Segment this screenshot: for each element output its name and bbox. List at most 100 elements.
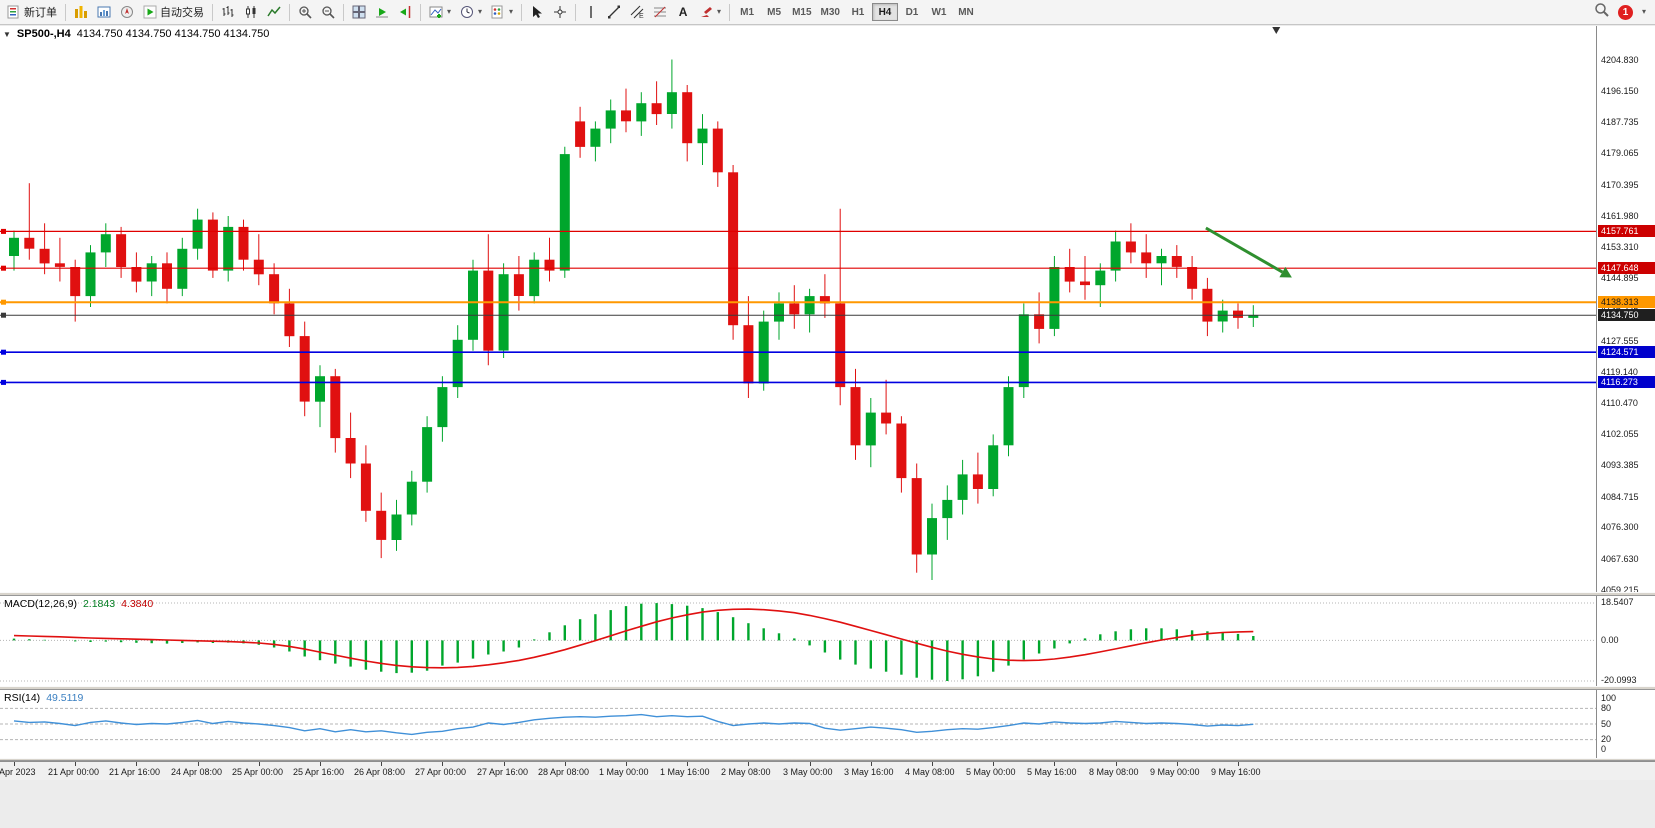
panel-splitter[interactable] [0,592,1655,596]
data-window-icon [97,5,111,19]
time-axis-label: 27 Apr 16:00 [477,767,529,777]
price-tag: 4134.750 [1598,309,1655,321]
equidistant-channel-button[interactable]: E [626,2,648,23]
candlestick-chart[interactable] [0,26,1596,592]
dropdown-arrow-icon: ▾ [509,7,514,16]
text-tool-button[interactable]: A [672,2,694,23]
crosshair-icon [553,5,567,19]
time-axis-tick [198,762,199,766]
time-axis-tick [565,762,566,766]
auto-trading-button[interactable]: 自动交易 [139,2,208,23]
crosshair-button[interactable] [549,2,571,23]
new-order-button[interactable]: 新订单 [3,2,61,23]
navigator-icon [120,5,134,19]
time-axis[interactable]: 20 Apr 2023 21 Apr 00:00 21 Apr 16:00 24 Ap… [0,761,1655,781]
toolbar-right: 1 ▾ [1594,2,1652,23]
line-chart-button[interactable] [263,2,285,23]
time-axis-tick [810,762,811,766]
collapse-arrow-icon[interactable]: ▼ [3,29,11,39]
timeframe-m1-button[interactable]: M1 [734,3,760,21]
time-axis-tick [504,762,505,766]
toolbar-separator [212,3,213,21]
timeframe-m30-button[interactable]: M30 [817,3,844,21]
tile-windows-button[interactable] [348,2,370,23]
templates-icon [491,5,505,19]
navigator-button[interactable] [116,2,138,23]
templates-button[interactable]: ▾ [487,2,517,23]
panel-splitter[interactable] [0,758,1655,761]
macd-pane: 18.5407 0.00 -20.0993 MACD(12,26,9) 2.1843… [0,596,1655,686]
time-axis-label: 27 Apr 00:00 [415,767,467,777]
price-scale-label: 4170.395 [1601,180,1639,190]
price-scale-label: 4110.470 [1601,398,1638,408]
chart-shift-button[interactable] [394,2,416,23]
dropdown-arrow-icon: ▾ [447,7,452,16]
rsi-chart[interactable] [0,690,1596,758]
time-axis-tick [993,762,994,766]
time-axis-tick [1177,762,1178,766]
svg-text:E: E [639,13,644,19]
rsi-scale-label: 0 [1601,744,1607,754]
periods-button[interactable]: ▾ [456,2,486,23]
data-window-button[interactable] [93,2,115,23]
auto-scroll-button[interactable] [371,2,393,23]
timeframe-m5-button[interactable]: M5 [761,3,787,21]
price-scale-label: 4076.300 [1601,522,1639,532]
dropdown-arrow-icon: ▾ [717,7,722,16]
macd-chart[interactable] [0,596,1596,686]
panel-splitter[interactable] [0,686,1655,690]
market-watch-button[interactable] [70,2,92,23]
toolbar-overflow-icon[interactable]: ▾ [1641,7,1646,16]
price-scale-label: 4119.140 [1601,367,1638,377]
time-axis-tick [14,762,15,766]
zoom-in-button[interactable] [294,2,316,23]
bar-chart-icon [221,5,235,19]
timeframe-d1-button[interactable]: D1 [899,3,925,21]
macd-main-value: 2.1843 [82,598,116,610]
time-axis-label: 3 May 16:00 [844,767,894,777]
auto-scroll-icon [375,5,389,19]
price-scale[interactable]: 4204.830 4196.150 4187.735 4179.065 4170.395… [1598,26,1655,592]
trendline-button[interactable] [603,2,625,23]
macd-plot[interactable] [0,596,1597,686]
vertical-line-icon [584,5,598,19]
line-chart-icon [267,5,281,19]
price-chart-plot[interactable] [0,26,1597,592]
price-scale-label: 4153.310 [1601,242,1639,252]
rsi-scale-label: 50 [1601,719,1612,729]
rsi-scale-label: 20 [1601,734,1612,744]
time-axis-label: 1 May 00:00 [599,767,649,777]
timeframe-m15-button[interactable]: M15 [788,3,815,21]
indicators-button[interactable]: ▾ [425,2,455,23]
price-scale-label: 4187.735 [1601,117,1639,127]
time-axis-tick [1238,762,1239,766]
timeframe-mn-button[interactable]: MN [953,3,979,21]
timeframe-w1-button[interactable]: W1 [926,3,952,21]
timeframe-h1-button[interactable]: H1 [845,3,871,21]
time-axis-tick [1054,762,1055,766]
trendline-icon [607,5,621,19]
search-icon[interactable] [1594,2,1610,23]
macd-scale[interactable]: 18.5407 0.00 -20.0993 [1598,596,1655,686]
time-axis-label: 3 May 00:00 [783,767,833,777]
notification-badge[interactable]: 1 [1617,4,1633,20]
vertical-line-button[interactable] [580,2,602,23]
macd-signal-line [13,608,1254,669]
chart-symbol-label: ▼ SP500-,H4 4134.750 4134.750 4134.750 4… [3,28,269,40]
candlestick-chart-button[interactable] [240,2,262,23]
zoom-out-button[interactable] [317,2,339,23]
time-axis-label: 9 May 00:00 [1150,767,1200,777]
price-tag: 4124.571 [1598,346,1655,358]
price-tag: 4138.313 [1598,296,1655,308]
bottom-margin [0,780,1655,828]
rsi-scale[interactable]: 100 80 50 20 0 [1598,690,1655,758]
timeframe-h4-button[interactable]: H4 [871,3,898,21]
rsi-plot[interactable] [0,690,1597,758]
arrows-tool-button[interactable]: ▾ [695,2,725,23]
fibonacci-button[interactable] [649,2,671,23]
cursor-button[interactable] [526,2,548,23]
price-tag: 4116.273 [1598,376,1655,388]
toolbar-separator [65,3,66,21]
bar-chart-button[interactable] [217,2,239,23]
time-axis-label: 20 Apr 2023 [0,767,36,777]
